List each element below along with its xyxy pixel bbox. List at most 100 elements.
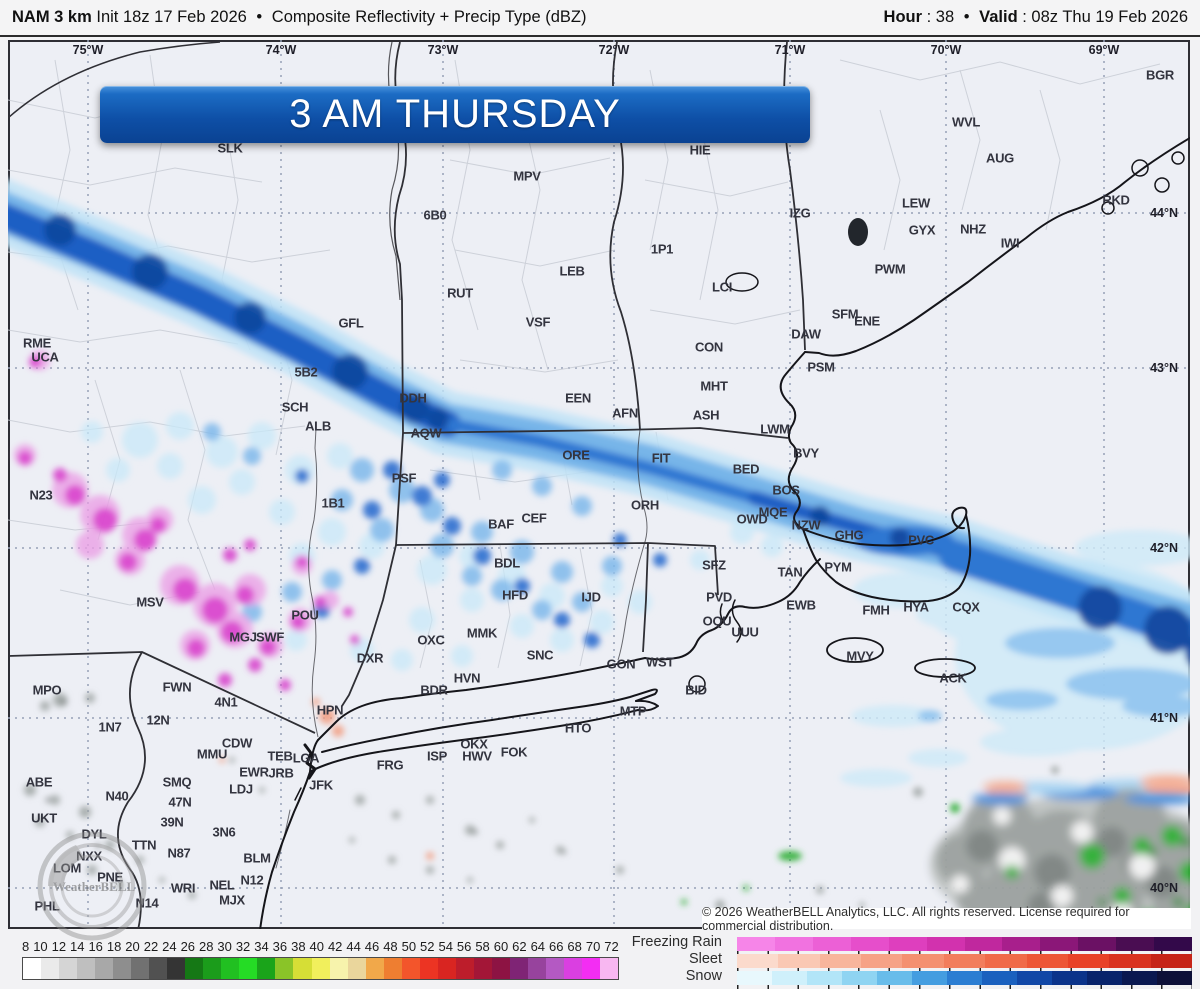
station-label-dxr: DXR bbox=[356, 650, 384, 666]
legend-color-segment bbox=[850, 937, 889, 951]
dbz-color-segment bbox=[527, 958, 546, 979]
legend-color-segment bbox=[985, 954, 1027, 969]
legend-bar-sleet bbox=[737, 954, 1192, 969]
station-label-hwv: HWV bbox=[462, 748, 492, 764]
station-label-lwm: LWM bbox=[760, 421, 790, 437]
station-label-snc: SNC bbox=[526, 647, 554, 663]
dbz-color-segment bbox=[185, 958, 204, 979]
dbz-value: 48 bbox=[383, 939, 398, 954]
station-label-hpn: HPN bbox=[316, 702, 344, 718]
dbz-color-segment bbox=[113, 958, 132, 979]
init-time: Init 18z 17 Feb 2026 bbox=[96, 8, 247, 26]
header-bullet: • bbox=[256, 8, 263, 26]
valid-label: Valid bbox=[979, 8, 1018, 26]
legend-color-segment bbox=[774, 937, 813, 951]
station-label-lci: LCI bbox=[711, 279, 733, 295]
longitude-gridline bbox=[945, 40, 947, 929]
longitude-label: 75°W bbox=[72, 43, 104, 57]
station-label-1b1: 1B1 bbox=[321, 495, 345, 511]
latitude-gridline bbox=[8, 547, 1190, 549]
legend-label-snow: Snow bbox=[685, 968, 722, 985]
station-label-gon: GON bbox=[606, 656, 636, 672]
dbz-color-segment bbox=[365, 958, 384, 979]
dbz-value: 56 bbox=[456, 939, 472, 954]
station-label-nhz: NHZ bbox=[960, 221, 986, 237]
legend-color-segment bbox=[947, 971, 982, 986]
dbz-color-segment bbox=[293, 958, 312, 979]
dbz-value: 8 bbox=[22, 939, 30, 954]
legend-label-sleet: Sleet bbox=[688, 951, 722, 968]
dbz-value: 30 bbox=[217, 939, 232, 954]
legend-ticks bbox=[737, 951, 1192, 955]
dbz-value: 66 bbox=[549, 939, 564, 954]
dbz-value: 38 bbox=[291, 939, 306, 954]
legend-color-segment bbox=[1150, 954, 1192, 969]
station-label-daw: DAW bbox=[791, 326, 821, 342]
latitude-label: 44°N bbox=[1150, 206, 1178, 220]
station-label-dyl: DYL bbox=[81, 826, 107, 842]
legend-ticks bbox=[737, 968, 1192, 973]
legend-color-segment bbox=[819, 954, 862, 969]
model-name: NAM 3 km bbox=[12, 8, 92, 26]
state-borders bbox=[8, 41, 806, 929]
legend-color-segment bbox=[1067, 954, 1110, 969]
weather-map: 75°W 74°W 73°W 72°W 71°W 70°W 69°W 44°N 43°N 42°N… bbox=[8, 40, 1190, 929]
station-label-mvy: MVY bbox=[846, 648, 874, 664]
legend-color-segment bbox=[1078, 937, 1117, 951]
legend-color-segment bbox=[1026, 954, 1068, 969]
legend-color-segment bbox=[737, 937, 775, 951]
dbz-color-segment bbox=[239, 958, 258, 979]
station-label-nxx: NXX bbox=[76, 848, 102, 864]
legend-color-segment bbox=[1052, 971, 1087, 986]
latitude-gridline bbox=[8, 887, 1190, 889]
dbz-value: 72 bbox=[604, 939, 619, 954]
station-label-afn: AFN bbox=[612, 405, 638, 421]
station-label-hfd: HFD bbox=[502, 587, 528, 603]
station-label-psm: PSM bbox=[807, 359, 835, 375]
station-label-pwm: PWM bbox=[874, 261, 906, 277]
dbz-color-segment bbox=[167, 958, 186, 979]
dbz-value: 24 bbox=[162, 939, 177, 954]
station-label-lga: LGA bbox=[292, 750, 320, 766]
station-label-con: CON bbox=[695, 339, 723, 355]
station-label-ijd: IJD bbox=[581, 589, 601, 605]
latitude-label: 41°N bbox=[1150, 711, 1178, 725]
dbz-color-segment bbox=[383, 958, 402, 979]
station-label-vsf: VSF bbox=[525, 314, 551, 330]
station-label-bid: BID bbox=[685, 682, 707, 698]
station-label-sfz: SFZ bbox=[702, 557, 726, 573]
station-label-mgj: MGJ bbox=[229, 629, 257, 645]
dbz-value: 60 bbox=[493, 939, 509, 954]
dbz-color-segment bbox=[149, 958, 168, 979]
legend-color-segment bbox=[943, 954, 986, 969]
map-label-layer: 75°W 74°W 73°W 72°W 71°W 70°W 69°W 44°N 43°N 42°N… bbox=[8, 40, 1190, 929]
precip-type-legend-labels: Freezing Rain Sleet Snow bbox=[590, 934, 722, 986]
map-art-layer bbox=[8, 41, 1190, 929]
station-label-orh: ORH bbox=[631, 497, 659, 513]
legend-color-segment bbox=[861, 954, 903, 969]
dbz-scale-values: 8 10 12 14 16 18 20 22 24 26 28 30 32 34 36 38 40 42 44 46 4… bbox=[22, 939, 619, 954]
dbz-value: 10 bbox=[33, 939, 48, 954]
legend-bar-freezing-rain bbox=[737, 937, 1193, 951]
legend-label-freezing-rain: Freezing Rain bbox=[631, 934, 722, 950]
header-right: Hour : 38 • Valid : 08z Thu 19 Feb 2026 bbox=[884, 8, 1188, 27]
dbz-value: 58 bbox=[475, 939, 490, 954]
station-label-okx: OKX bbox=[460, 736, 488, 752]
station-label-cqx: CQX bbox=[952, 599, 980, 615]
longitude-gridline bbox=[1103, 40, 1105, 929]
station-label-alb: ALB bbox=[305, 418, 331, 434]
station-label-aug: AUG bbox=[986, 150, 1014, 166]
station-label-ene: ENE bbox=[854, 313, 880, 329]
station-label-hto: HTO bbox=[564, 720, 592, 736]
legend-color-segment bbox=[982, 971, 1017, 986]
station-label-psf: PSF bbox=[391, 470, 417, 486]
dbz-color-segment bbox=[257, 958, 276, 979]
station-label-slk: SLK bbox=[217, 140, 243, 156]
station-label-uuu: UUU bbox=[731, 624, 759, 640]
longitude-label: 73°W bbox=[427, 43, 459, 57]
station-label-oxc: OXC bbox=[417, 632, 445, 648]
dbz-value: 50 bbox=[401, 939, 417, 954]
station-label-owd: OWD bbox=[736, 511, 768, 527]
dbz-value: 40 bbox=[309, 939, 324, 954]
